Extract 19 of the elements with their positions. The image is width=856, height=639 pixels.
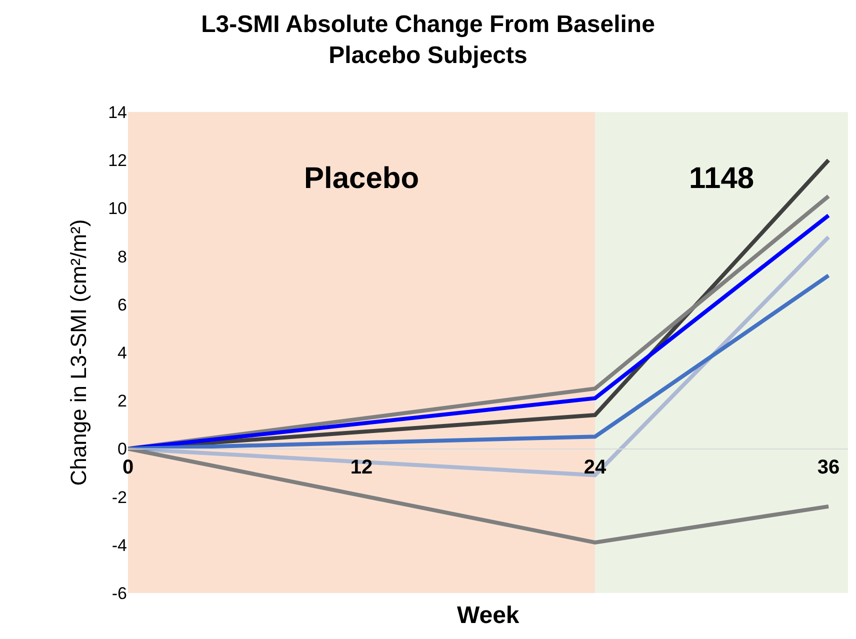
y-tick-label: 4 [118, 343, 127, 362]
y-tick-label: -6 [112, 584, 127, 603]
y-tick-label: 12 [108, 151, 127, 170]
chart-title: L3-SMI Absolute Change From Baseline Placebo Subjects [201, 10, 655, 70]
x-tick-label: 36 [817, 456, 840, 479]
y-tick-label: 0 [118, 440, 127, 459]
x-tick-label: 24 [584, 456, 608, 479]
y-tick-label: -2 [112, 488, 127, 507]
y-tick-label: 2 [118, 392, 127, 411]
band-label: 1148 [689, 162, 754, 195]
x-axis-title: Week [457, 602, 520, 629]
band-label: Placebo [304, 162, 420, 195]
y-tick-label: 10 [108, 199, 127, 218]
y-tick-label: 6 [118, 295, 127, 314]
y-tick-label: 8 [118, 247, 127, 266]
y-tick-label: 14 [108, 102, 127, 122]
x-tick-label: 12 [350, 456, 373, 479]
y-tick-label: -4 [112, 536, 127, 555]
y-axis-title: Change in L3-SMI (cm²/m²) [66, 219, 91, 486]
